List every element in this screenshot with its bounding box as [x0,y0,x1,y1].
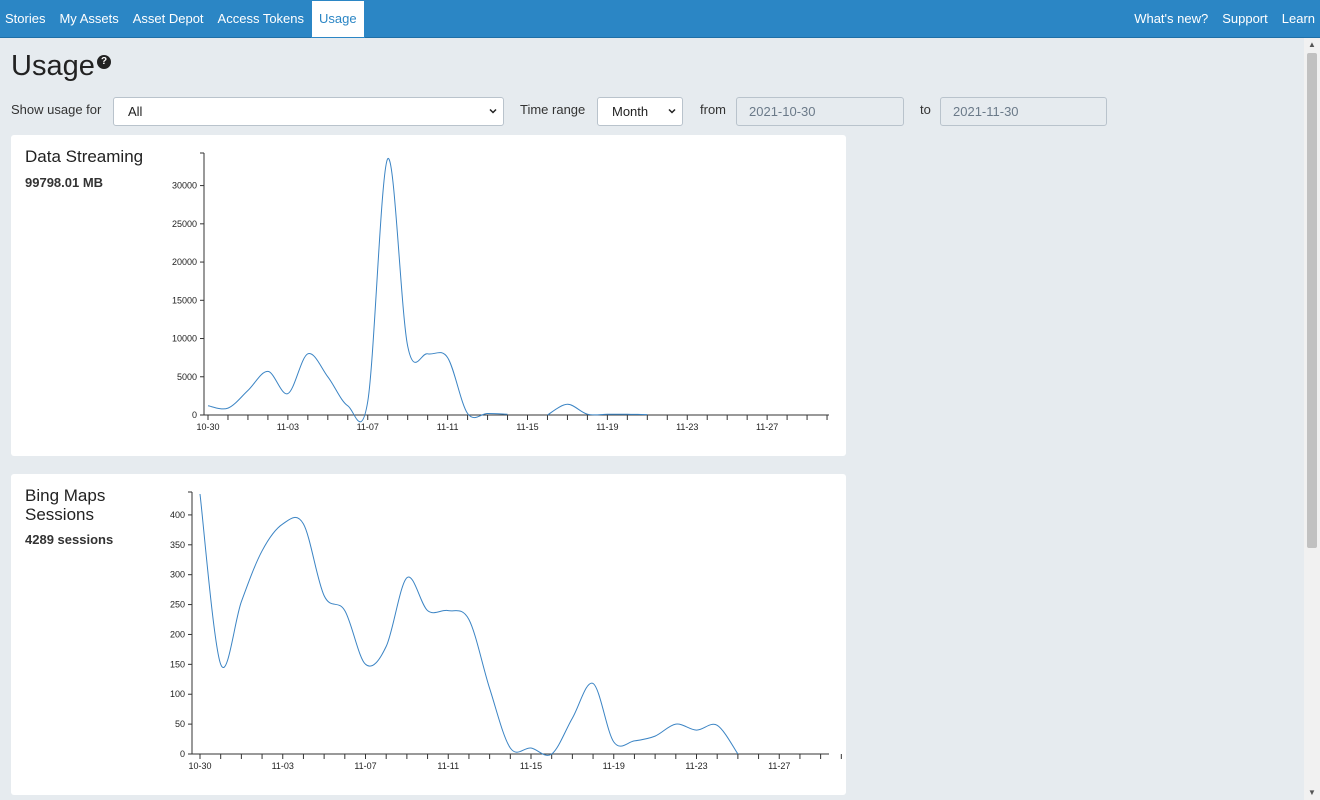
data-streaming-title: Data Streaming [25,147,144,166]
to-date-field[interactable]: 2021-11-30 [940,97,1107,126]
bing-maps-sessions-title: Bing Maps Sessions [25,486,106,524]
y-tick-label: 10000 [172,334,197,344]
show-usage-label: Show usage for [11,102,102,117]
y-tick-label: 400 [170,510,185,520]
scroll-up-arrow-icon[interactable]: ▲ [1308,40,1316,49]
y-tick-label: 100 [170,689,185,699]
nav-item-access-tokens[interactable]: Access Tokens [217,11,305,26]
y-tick-label: 250 [170,600,185,610]
x-tick-label: 11-23 [685,761,707,771]
x-tick-label: 11-19 [603,761,625,771]
y-tick-label: 300 [170,570,185,580]
y-tick-label: 30000 [172,181,197,191]
y-tick-label: 25000 [172,219,197,229]
nav-item-learn[interactable]: Learn [1281,11,1315,26]
nav-item-usage[interactable]: Usage [311,0,365,38]
nav-right-group: What's new? Support Learn [1127,0,1320,38]
chevron-down-icon [489,108,497,114]
y-tick-label: 350 [170,540,185,550]
x-tick-label: 11-11 [437,761,459,771]
from-label: from [700,102,726,117]
show-usage-select[interactable]: All [113,97,504,126]
nav-item-my-assets[interactable]: My Assets [59,11,119,26]
x-tick-label: 10-30 [196,422,219,432]
x-tick-label: 11-07 [354,761,376,771]
data-streaming-card: Data Streaming 99798.01 MB 0 5000 10000 150… [11,135,846,456]
x-tick-label: 11-07 [357,422,379,432]
x-tick-label: 11-19 [596,422,618,432]
y-tick-label: 150 [170,659,185,669]
to-label: to [920,102,931,117]
nav-item-asset-depot[interactable]: Asset Depot [132,11,204,26]
bing-maps-sessions-chart: 0 50 100 150 200 250 300 350 400 10-30 11-03 11-07 1… [170,491,842,771]
time-range-label: Time range [520,102,586,117]
nav-left-group: Stories My Assets Asset Depot Access Tok… [0,0,365,38]
data-streaming-total: 99798.01 MB [25,175,104,190]
y-tick-label: 15000 [172,295,197,305]
scrollbar-thumb[interactable] [1307,53,1317,548]
x-tick-label: 11-27 [768,761,790,771]
x-tick-label: 11-03 [272,761,294,771]
y-tick-label: 50 [175,719,185,729]
show-usage-selected-value: All [128,104,143,119]
series-line [547,403,648,416]
series-line [207,158,508,423]
x-tick-label: 11-15 [520,761,542,771]
from-date-field[interactable]: 2021-10-30 [736,97,904,126]
time-range-select[interactable]: Month [597,97,683,126]
y-tick-label: 5000 [177,372,197,382]
x-tick-label: 11-03 [277,422,299,432]
x-tick-label: 11-11 [437,422,459,432]
page-title: Usage [11,50,95,82]
series-line [199,493,739,756]
chevron-down-icon [668,108,676,114]
data-streaming-chart: 0 5000 10000 15000 20000 25000 30000 10-30 11-03… [172,152,829,432]
top-navigation-bar: Stories My Assets Asset Depot Access Tok… [0,0,1320,38]
y-tick-label: 0 [180,749,185,759]
x-tick-label: 11-27 [756,422,778,432]
x-tick-label: 11-15 [516,422,538,432]
y-tick-label: 20000 [172,257,197,267]
bing-maps-sessions-card: Bing Maps Sessions 4289 sessions 0 50 100 1… [11,474,846,795]
x-tick-label: 10-30 [188,761,211,771]
nav-item-stories[interactable]: Stories [5,11,46,26]
time-range-selected-value: Month [612,104,649,119]
scroll-down-arrow-icon[interactable]: ▼ [1308,788,1316,797]
nav-item-support[interactable]: Support [1222,11,1268,26]
bing-maps-sessions-total: 4289 sessions [25,532,114,547]
nav-item-whats-new[interactable]: What's new? [1134,11,1209,26]
y-tick-label: 0 [192,410,197,420]
x-tick-label: 11-23 [676,422,698,432]
y-tick-label: 200 [170,629,185,639]
question-circle-icon[interactable]: ? [97,55,111,69]
